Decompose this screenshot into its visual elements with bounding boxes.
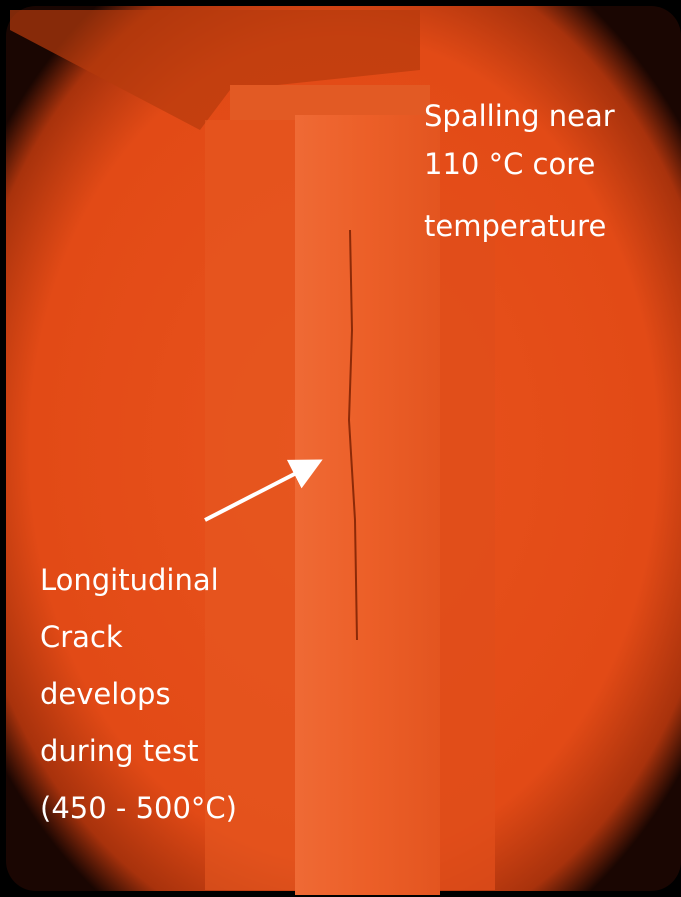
annotation-line: develops [40, 677, 171, 711]
crack [347, 229, 358, 641]
annotation-line: 110 °C core [424, 147, 595, 181]
annotation-line: Longitudinal [40, 563, 219, 597]
column-side [440, 200, 495, 890]
ceiling-shadow [10, 10, 420, 130]
annotation-line: Crack [40, 620, 123, 654]
arrow [204, 459, 323, 522]
beam [230, 85, 430, 120]
annotation-line: during test [40, 734, 198, 768]
annotation-line: temperature [424, 209, 606, 243]
left-panel [205, 120, 295, 890]
annotation-line: (450 - 500°C) [40, 791, 237, 825]
column [295, 115, 440, 895]
spalling-annotation: Spalling near 110 °C core temperature [424, 99, 615, 243]
annotation-line: Spalling near [424, 99, 615, 133]
crack-annotation: Longitudinal Crack develops during test … [40, 563, 237, 825]
